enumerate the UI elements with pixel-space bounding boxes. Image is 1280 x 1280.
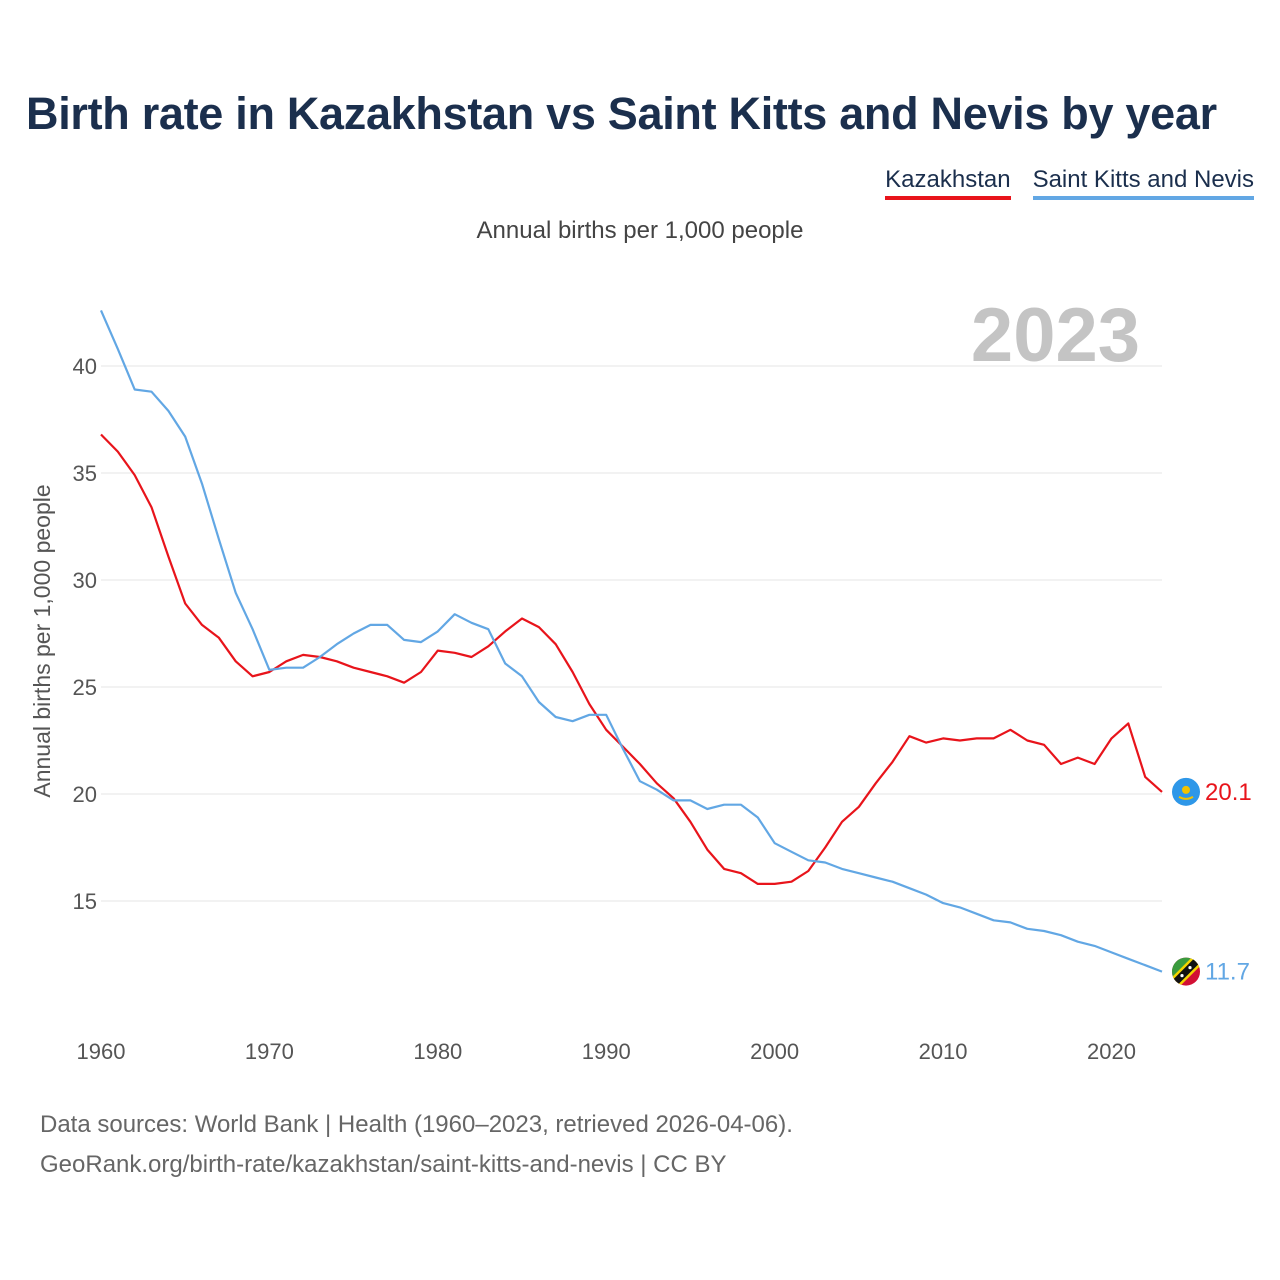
series-line-kazakhstan <box>100 433 1163 886</box>
series-line-saint-kitts-and-nevis <box>99 309 1163 973</box>
x-tick-label-1990: 1990 <box>582 1039 631 1064</box>
year-watermark: 2023 <box>970 293 1140 378</box>
x-tick-label-2000: 2000 <box>750 1039 799 1064</box>
x-tick-label-2010: 2010 <box>919 1039 968 1064</box>
x-tick-label-1960: 1960 <box>77 1039 126 1064</box>
y-tick-label-30: 30 <box>73 568 97 593</box>
y-tick-label-40: 40 <box>73 354 97 379</box>
y-tick-label-35: 35 <box>73 461 97 486</box>
chart-subtitle: Annual births per 1,000 people <box>476 217 804 244</box>
end-value-label-kazakhstan: 20.1 <box>1205 779 1252 806</box>
end-value-label-saint-kitts-and-nevis: 11.7 <box>1205 959 1250 986</box>
kazakhstan-flag-icon <box>1172 777 1200 806</box>
y-tick-label-25: 25 <box>73 675 97 700</box>
x-tick-label-1970: 1970 <box>245 1039 294 1064</box>
legend: Kazakhstan Saint Kitts and Nevis <box>885 166 1254 200</box>
y-axis-title: Annual births per 1,000 people <box>29 484 55 797</box>
saint-kitts-and-nevis-flag-icon <box>1172 957 1200 986</box>
y-tick-label-20: 20 <box>73 782 97 807</box>
legend-item-saint-kitts-and-nevis[interactable]: Saint Kitts and Nevis <box>1032 166 1254 200</box>
x-tick-label-1980: 1980 <box>413 1039 462 1064</box>
footer: Data sources: World Bank | Health (1960–… <box>40 1105 793 1185</box>
y-tick-label-15: 15 <box>73 889 97 914</box>
source-url-text[interactable]: GeoRank.org/birth-rate/kazakhstan/saint-… <box>40 1151 727 1178</box>
data-source-text: Data sources: World Bank | Health (1960–… <box>40 1111 793 1138</box>
chart-title: Birth rate in Kazakhstan vs Saint Kitts … <box>26 88 1217 139</box>
legend-item-kazakhstan[interactable]: Kazakhstan <box>885 166 1011 200</box>
x-tick-label-2020: 2020 <box>1087 1039 1136 1064</box>
